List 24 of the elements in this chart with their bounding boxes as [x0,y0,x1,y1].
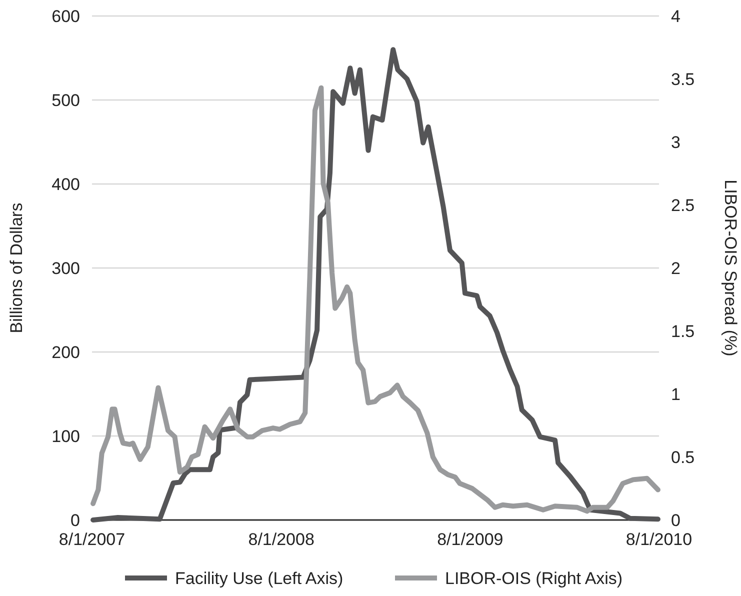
y2-tick-label: 1.5 [671,322,695,341]
y-tick-label: 600 [52,6,80,26]
legend-label: LIBOR-OIS (Right Axis) [445,568,623,588]
y2-axis-title: LIBOR-OIS Spread (%) [721,180,740,356]
y2-tick-label: 0.5 [671,448,695,467]
y-tick-label: 400 [52,174,80,194]
y2-tick-label: 2.5 [671,196,695,215]
y2-tick-label: 3.5 [671,70,695,89]
y-tick-label: 200 [52,342,80,362]
y-tick-label: 100 [52,426,80,446]
y-axis-title: Billions of Dollars [7,202,26,334]
x-tick-label: 8/1/2008 [248,530,314,549]
x-tick-label: 8/1/2007 [58,530,126,549]
y2-tick-label: 2 [671,258,680,278]
y2-tick-label: 1 [671,384,680,404]
legend-label: Facility Use (Left Axis) [175,568,344,588]
y2-tick-label: 3 [671,132,680,152]
x-tick-label: 8/1/2009 [437,530,504,549]
y2-tick-label: 4 [671,6,680,26]
y-tick-label: 300 [52,258,80,278]
y-tick-label: 0 [70,510,80,530]
y-tick-label: 500 [52,90,80,110]
x-tick-label: 8/1/2010 [626,530,692,549]
y2-tick-label: 0 [671,510,680,530]
